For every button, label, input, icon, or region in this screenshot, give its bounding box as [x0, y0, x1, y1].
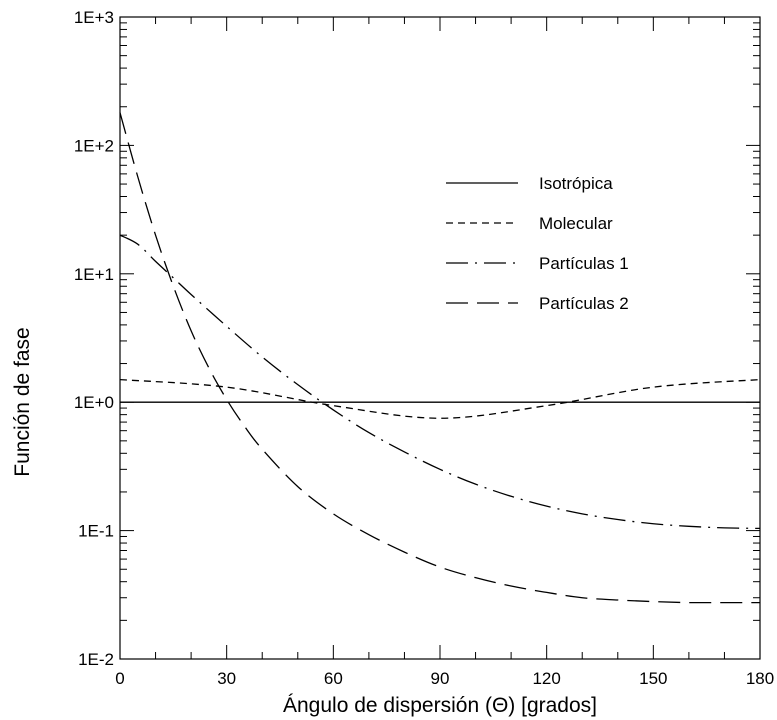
x-tick-label: 60 [324, 669, 343, 688]
legend-label-1: Isotrópica [539, 174, 613, 193]
x-tick-label: 120 [532, 669, 560, 688]
series-layer [119, 112, 761, 604]
y-axis-label: Función de fase [11, 327, 34, 476]
axes-layer: 0 30 60 90 120 150 180 1E-2 1E-1 1E+0 1E+1 1E+2 1E+3 [74, 8, 774, 688]
legend-label-2: Molecular [539, 214, 613, 233]
x-tick-label: 90 [431, 669, 450, 688]
legend: Isotrópica Molecular Partículas 1 Partícula… [446, 174, 629, 313]
x-tick-label: 150 [639, 669, 667, 688]
plot-frame [119, 16, 761, 660]
y-tick-label: 1E+3 [74, 8, 114, 27]
series-line-4 [119, 112, 760, 604]
x-tick-label: 30 [217, 669, 236, 688]
series-line-3 [119, 234, 761, 530]
y-tick-label: 1E+0 [74, 393, 114, 412]
legend-label-4: Partículas 2 [539, 294, 629, 313]
y-tick-label: 1E-1 [78, 522, 114, 541]
x-tick-label: 180 [746, 669, 774, 688]
x-tick-label: 0 [115, 669, 124, 688]
y-tick-label: 1E+2 [74, 136, 114, 155]
y-tick-label: 1E-2 [78, 650, 114, 669]
x-axis-label: Ángulo de dispersión (Θ) [grados] [283, 694, 597, 717]
series-line-2 [119, 378, 761, 419]
y-tick-label: 1E+1 [74, 265, 114, 284]
legend-label-3: Partículas 1 [539, 254, 629, 273]
